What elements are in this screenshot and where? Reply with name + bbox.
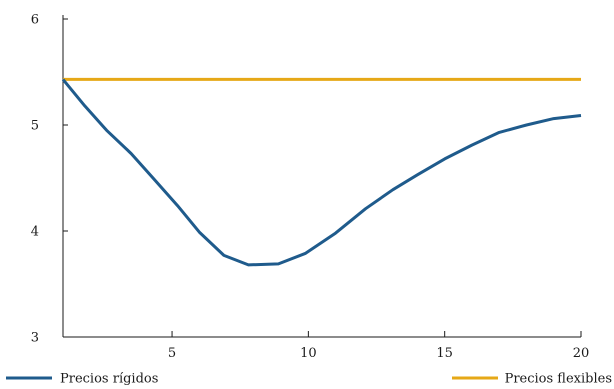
axes: 3 4 5 6 5 10 15 20 bbox=[31, 13, 590, 362]
x-tick-label: 5 bbox=[168, 346, 176, 361]
legend-label-precios-rigidos: Precios rígidos bbox=[60, 372, 158, 386]
y-tick-label: 3 bbox=[31, 331, 39, 346]
y-tick-label: 6 bbox=[31, 13, 39, 28]
legend-label-precios-flexibles: Precios flexibles bbox=[505, 372, 612, 386]
series-layer bbox=[61, 77, 582, 267]
y-tick-label: 5 bbox=[31, 119, 39, 134]
series-line-precios-rigidos bbox=[61, 78, 582, 267]
y-tick-label: 4 bbox=[31, 225, 39, 240]
x-tick-label: 20 bbox=[573, 346, 590, 361]
legend: Precios rígidos Precios flexibles bbox=[6, 372, 612, 387]
x-tick-label: 10 bbox=[300, 346, 317, 361]
x-tick-label: 15 bbox=[436, 346, 453, 361]
